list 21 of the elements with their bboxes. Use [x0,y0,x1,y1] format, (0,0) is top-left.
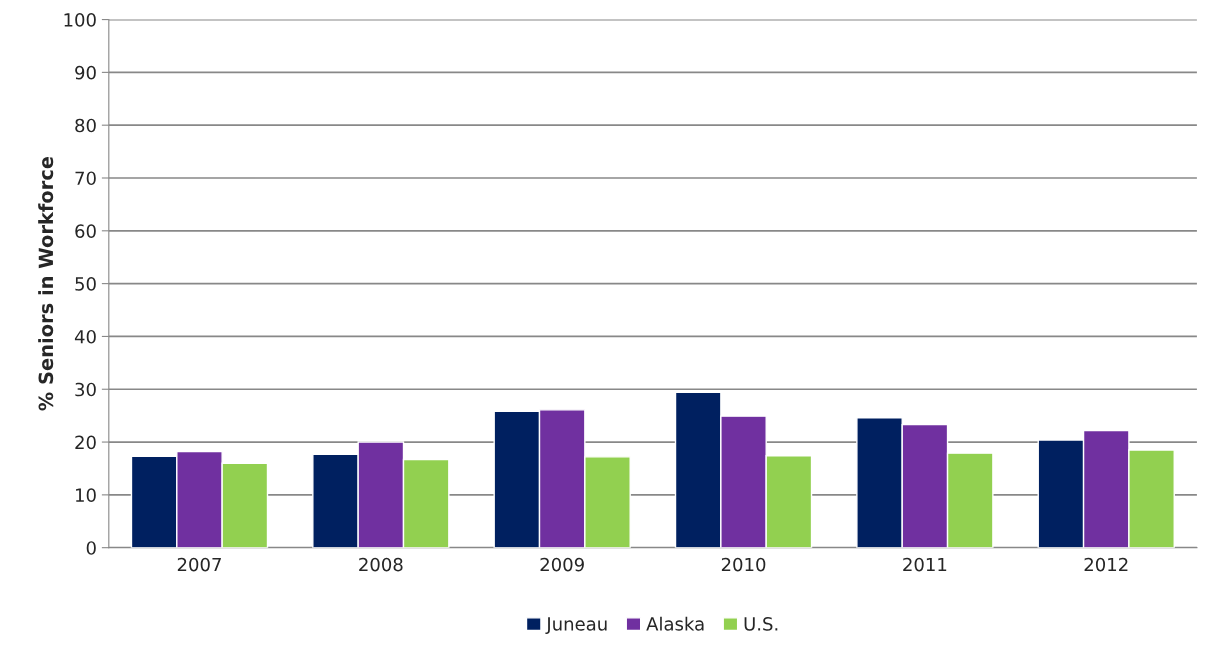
y-tick-label: 40 [74,329,96,344]
legend-label: Juneau [545,617,607,635]
y-tick-label: 90 [75,65,96,80]
y-tick-label: 100 [64,13,96,27]
legend-label: Alaska [646,616,704,631]
y-tick-label: 60 [75,224,96,238]
x-tick-label: 2012 [1084,557,1128,572]
y-tick-label: 10 [76,488,96,502]
y-tick-label: 70 [75,171,96,186]
x-tick-label: 2009 [540,557,584,572]
y-tick-label: 0 [86,541,96,555]
y-tick-label: 50 [75,277,96,291]
x-tick-label: 2011 [903,557,947,572]
y-tick-label: 80 [75,118,96,133]
x-tick-label: 2007 [177,557,221,572]
x-tick-label: 2008 [359,557,403,572]
y-tick-label: 30 [75,382,96,397]
y-tick-label: 20 [75,435,96,450]
x-tick-label: 2010 [721,557,766,572]
y-axis-title: % Seniors in Workforce [38,156,54,411]
legend-label: U.S. [744,617,778,631]
